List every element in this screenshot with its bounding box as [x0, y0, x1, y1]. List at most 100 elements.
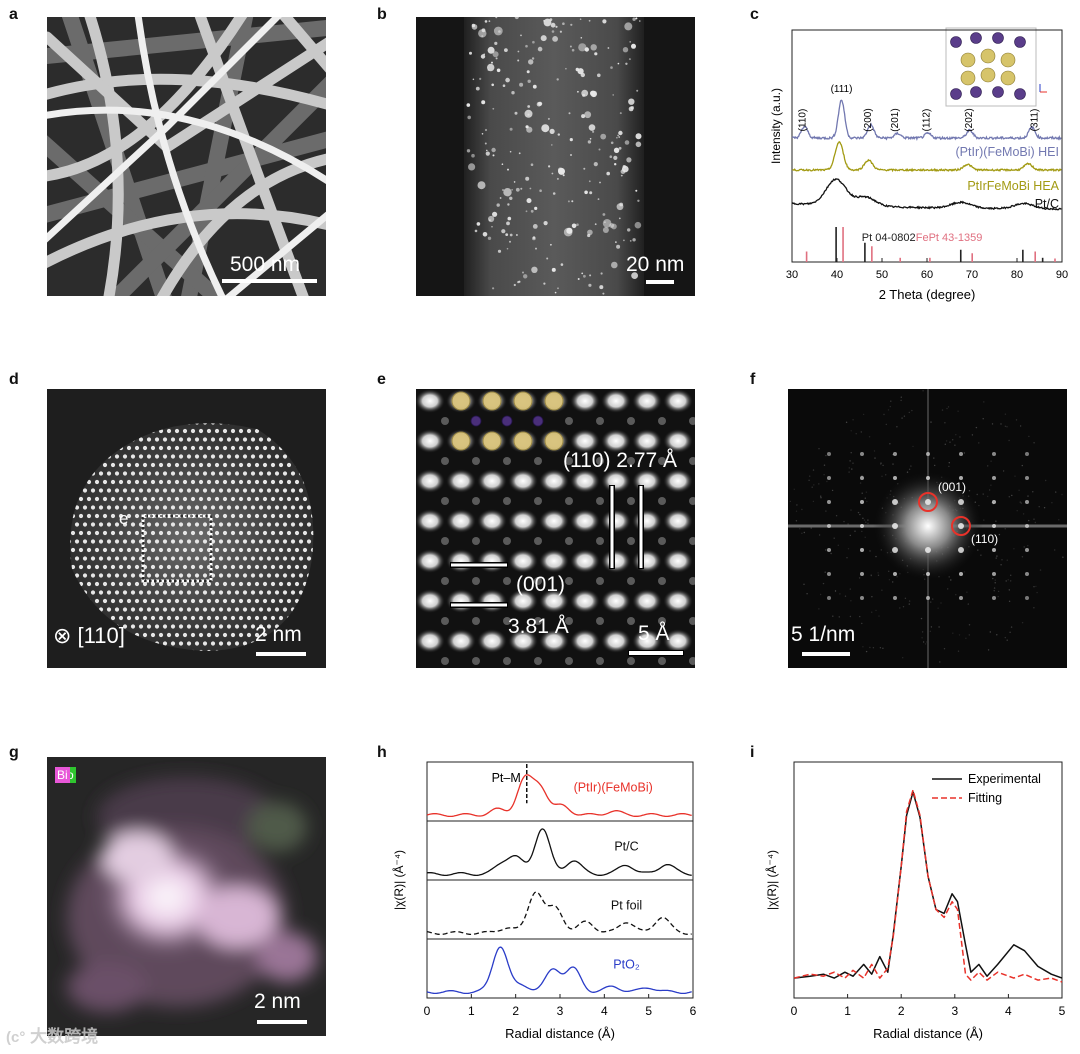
- atom-column: [477, 589, 507, 613]
- fft-noise: [810, 527, 812, 529]
- atom-column: [170, 539, 176, 544]
- atom-column: [319, 497, 323, 501]
- fft-noise: [1028, 435, 1030, 438]
- fft-noise: [965, 637, 967, 639]
- fft-noise: [860, 431, 862, 433]
- atom-column: [122, 423, 128, 425]
- x-tick-label: 90: [1056, 269, 1068, 281]
- nanoparticle: [509, 233, 513, 237]
- fft-noise: [820, 495, 822, 497]
- atom-column: [242, 556, 248, 561]
- nanoparticle: [602, 219, 612, 228]
- nanoparticle: [606, 171, 610, 176]
- atom-column: [270, 547, 276, 553]
- atom-column: [694, 636, 695, 646]
- atom-column: [90, 590, 96, 595]
- x-tick-label: 3: [951, 1004, 958, 1018]
- fft-noise: [865, 521, 867, 523]
- atom-column: [167, 412, 171, 416]
- atom-column: [190, 598, 196, 604]
- atom-column: [230, 496, 236, 502]
- eds-overlay: [47, 757, 326, 1036]
- peak-label: (200): [863, 108, 874, 131]
- x-tick-label: 5: [1059, 1004, 1066, 1018]
- nanoparticle: [524, 109, 533, 118]
- atom-column: [162, 437, 168, 442]
- atom-column: [59, 505, 63, 509]
- nanoparticle: [602, 213, 606, 216]
- atom-column: [694, 596, 695, 606]
- y-axis-label: |χ(R)| (Å⁻⁴): [391, 850, 406, 910]
- nanoparticle: [509, 127, 513, 131]
- atom-column: [270, 513, 276, 519]
- atom-column: [222, 530, 228, 536]
- atom-column: [154, 556, 160, 561]
- atom-column: [63, 582, 67, 586]
- atom-column: [234, 641, 240, 646]
- atom-column: [290, 539, 296, 544]
- atom-column: [166, 632, 172, 638]
- atom-column-weak: [627, 577, 635, 585]
- atom-column-weak: [627, 417, 635, 425]
- atom-column: [170, 590, 176, 595]
- atom-column: [154, 624, 160, 629]
- atom-column: [477, 549, 507, 573]
- atom-column: [119, 412, 123, 416]
- fft-noise: [932, 598, 934, 600]
- atom-column: [194, 505, 200, 510]
- atom-column: [315, 488, 319, 492]
- atom-column: [601, 629, 631, 653]
- nanoparticle: [629, 41, 632, 43]
- atom-column: [162, 641, 168, 646]
- series-line: [793, 791, 1063, 979]
- atom-column-weak: [596, 457, 604, 465]
- nanoparticle: [554, 291, 557, 294]
- atom-column: [118, 462, 124, 468]
- atom-column: [310, 581, 314, 587]
- fft-noise: [966, 591, 968, 593]
- atom-column: [238, 496, 244, 502]
- fft-spot: [958, 499, 964, 505]
- legend-hei: (PtIr)(FeMoBi) HEI: [956, 145, 1059, 159]
- fft-noise: [950, 579, 952, 581]
- atom-column: [416, 389, 445, 413]
- fft-noise: [819, 593, 822, 596]
- atom-column: [632, 589, 662, 613]
- nanoparticle: [635, 189, 638, 192]
- atom-column: [663, 389, 693, 413]
- fft-spot: [892, 523, 898, 529]
- nanoparticle: [532, 236, 536, 241]
- atom-column: [211, 658, 215, 662]
- nanoparticle: [578, 43, 587, 52]
- fft-noise: [978, 442, 980, 444]
- atom-column: [206, 632, 212, 638]
- nanoparticle: [555, 25, 558, 28]
- atom-column: [146, 454, 152, 459]
- atom-column: [319, 548, 323, 552]
- series-line: [791, 99, 1062, 142]
- atom-column: [194, 556, 200, 561]
- atom-column: [182, 445, 188, 451]
- nanoparticle: [538, 101, 543, 106]
- atom-column: [315, 522, 319, 526]
- atom-column: [110, 445, 116, 451]
- fft-noise: [801, 508, 803, 511]
- atom-column: [70, 564, 76, 570]
- atom-column: [118, 445, 124, 451]
- fft-spot: [959, 596, 963, 600]
- atom-column: [258, 624, 264, 629]
- atom-column: [190, 632, 196, 638]
- nanoparticle: [527, 105, 531, 108]
- x-axis-label: Radial distance (Å): [873, 1026, 983, 1041]
- nanoparticle: [541, 124, 550, 133]
- atom-column: [319, 531, 323, 535]
- fft-noise: [832, 615, 834, 617]
- atom-column: [218, 539, 224, 544]
- atom-column-weak: [689, 657, 695, 665]
- atom-column: [178, 454, 184, 459]
- atom-column: [274, 590, 280, 595]
- atom-column: [210, 607, 216, 612]
- scale-bar-b: [646, 280, 674, 284]
- nanoparticle: [589, 191, 593, 195]
- atom-column: [282, 590, 288, 595]
